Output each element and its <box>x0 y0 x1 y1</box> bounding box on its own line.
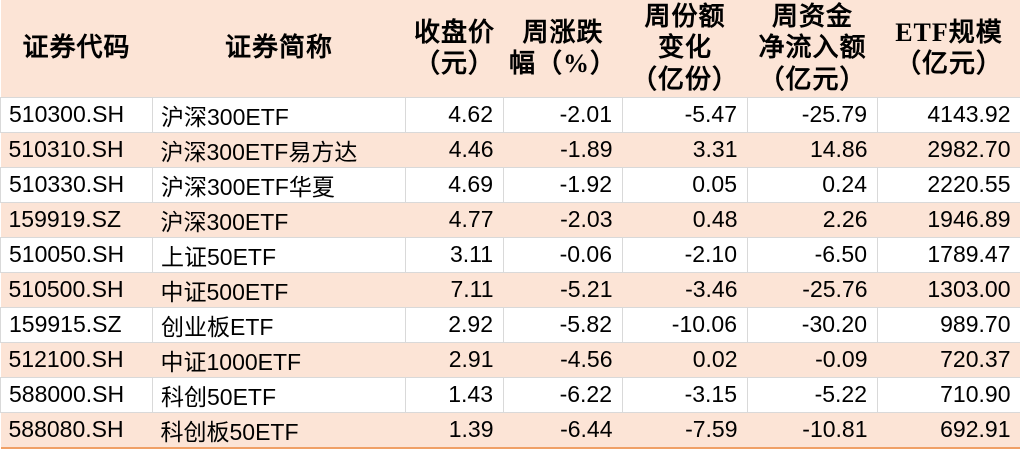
cell-name: 科创50ETF <box>153 377 406 412</box>
cell-code: 588000.SH <box>1 377 153 412</box>
cell-net_inflow: -30.20 <box>748 307 878 342</box>
cell-share_change: -10.06 <box>623 307 748 342</box>
cell-close: 4.46 <box>406 132 504 167</box>
cell-scale: 4143.92 <box>878 97 1020 132</box>
column-header-scale: ETF规模 （亿元） <box>878 0 1020 97</box>
cell-weekly_change: -5.82 <box>504 307 623 342</box>
cell-code: 510050.SH <box>1 237 153 272</box>
cell-code: 510310.SH <box>1 132 153 167</box>
cell-net_inflow: -0.09 <box>748 342 878 377</box>
cell-scale: 1789.47 <box>878 237 1020 272</box>
column-header-code: 证券代码 <box>1 0 153 97</box>
cell-name: 中证1000ETF <box>153 342 406 377</box>
cell-code: 588080.SH <box>1 412 153 448</box>
cell-code: 159919.SZ <box>1 202 153 237</box>
cell-close: 7.11 <box>406 272 504 307</box>
cell-share_change: 0.05 <box>623 167 748 202</box>
cell-scale: 710.90 <box>878 377 1020 412</box>
cell-net_inflow: -25.79 <box>748 97 878 132</box>
cell-close: 4.69 <box>406 167 504 202</box>
cell-scale: 1946.89 <box>878 202 1020 237</box>
cell-scale: 2220.55 <box>878 167 1020 202</box>
cell-code: 159915.SZ <box>1 307 153 342</box>
cell-weekly_change: -5.21 <box>504 272 623 307</box>
column-header-net_inflow: 周资金 净流入额 （亿元） <box>748 0 878 97</box>
cell-name: 上证50ETF <box>153 237 406 272</box>
cell-scale: 720.37 <box>878 342 1020 377</box>
cell-code: 512100.SH <box>1 342 153 377</box>
cell-share_change: -5.47 <box>623 97 748 132</box>
column-header-close: 收盘价 （元） <box>406 0 504 97</box>
column-header-weekly_change: 周涨跌 幅（%） <box>504 0 623 97</box>
cell-code: 510330.SH <box>1 167 153 202</box>
cell-net_inflow: -6.50 <box>748 237 878 272</box>
cell-name: 中证500ETF <box>153 272 406 307</box>
cell-scale: 2982.70 <box>878 132 1020 167</box>
cell-net_inflow: -25.76 <box>748 272 878 307</box>
cell-weekly_change: -1.92 <box>504 167 623 202</box>
table-header: 证券代码证券简称收盘价 （元）周涨跌 幅（%）周份额 变化 （亿份）周资金 净流… <box>1 0 1020 97</box>
cell-net_inflow: -5.22 <box>748 377 878 412</box>
cell-name: 沪深300ETF <box>153 202 406 237</box>
cell-close: 1.43 <box>406 377 504 412</box>
cell-weekly_change: -6.44 <box>504 412 623 448</box>
cell-weekly_change: -0.06 <box>504 237 623 272</box>
cell-name: 科创板50ETF <box>153 412 406 448</box>
cell-share_change: -3.46 <box>623 272 748 307</box>
cell-net_inflow: 0.24 <box>748 167 878 202</box>
cell-share_change: -3.15 <box>623 377 748 412</box>
cell-name: 沪深300ETF易方达 <box>153 132 406 167</box>
cell-close: 2.91 <box>406 342 504 377</box>
cell-weekly_change: -2.01 <box>504 97 623 132</box>
cell-weekly_change: -6.22 <box>504 377 623 412</box>
cell-close: 4.77 <box>406 202 504 237</box>
cell-share_change: 3.31 <box>623 132 748 167</box>
cell-scale: 692.91 <box>878 412 1020 448</box>
header-row: 证券代码证券简称收盘价 （元）周涨跌 幅（%）周份额 变化 （亿份）周资金 净流… <box>1 0 1020 97</box>
cell-share_change: 0.02 <box>623 342 748 377</box>
cell-code: 510300.SH <box>1 97 153 132</box>
column-header-name: 证券简称 <box>153 0 406 97</box>
column-header-share_change: 周份额 变化 （亿份） <box>623 0 748 97</box>
cell-share_change: 0.48 <box>623 202 748 237</box>
cell-code: 510500.SH <box>1 272 153 307</box>
cell-scale: 1303.00 <box>878 272 1020 307</box>
cell-close: 2.92 <box>406 307 504 342</box>
cell-close: 4.62 <box>406 97 504 132</box>
cell-close: 1.39 <box>406 412 504 448</box>
cell-net_inflow: 14.86 <box>748 132 878 167</box>
cell-weekly_change: -1.89 <box>504 132 623 167</box>
cell-weekly_change: -2.03 <box>504 202 623 237</box>
cell-net_inflow: 2.26 <box>748 202 878 237</box>
cell-name: 沪深300ETF <box>153 97 406 132</box>
cell-name: 创业板ETF <box>153 307 406 342</box>
cell-net_inflow: -10.81 <box>748 412 878 448</box>
cell-close: 3.11 <box>406 237 504 272</box>
cell-name: 沪深300ETF华夏 <box>153 167 406 202</box>
cell-share_change: -7.59 <box>623 412 748 448</box>
cell-scale: 989.70 <box>878 307 1020 342</box>
cell-share_change: -2.10 <box>623 237 748 272</box>
cell-weekly_change: -4.56 <box>504 342 623 377</box>
